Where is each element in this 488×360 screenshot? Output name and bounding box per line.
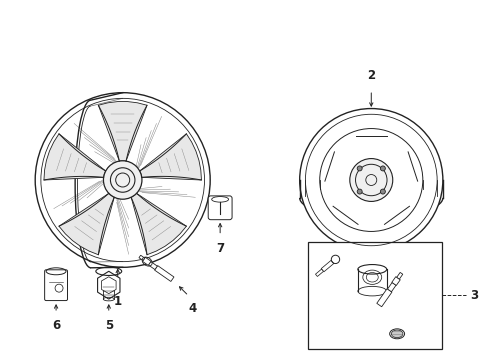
- Bar: [307, 242, 441, 349]
- Circle shape: [356, 166, 362, 171]
- Polygon shape: [315, 269, 323, 276]
- Polygon shape: [59, 193, 114, 255]
- Text: 1: 1: [113, 295, 122, 309]
- Text: 5: 5: [104, 319, 113, 332]
- Polygon shape: [131, 193, 186, 255]
- Text: 6: 6: [52, 319, 60, 332]
- Text: 3: 3: [469, 289, 477, 302]
- Polygon shape: [376, 289, 391, 307]
- Polygon shape: [142, 257, 151, 265]
- Circle shape: [349, 158, 392, 202]
- Text: 4: 4: [188, 302, 196, 315]
- Polygon shape: [387, 283, 395, 292]
- Circle shape: [299, 109, 442, 251]
- Polygon shape: [396, 273, 402, 279]
- Polygon shape: [148, 262, 157, 270]
- Circle shape: [380, 189, 385, 194]
- Circle shape: [103, 161, 142, 199]
- Circle shape: [380, 166, 385, 171]
- Polygon shape: [140, 134, 201, 180]
- Text: 2: 2: [366, 69, 375, 82]
- Polygon shape: [98, 271, 120, 299]
- Text: 7: 7: [216, 242, 224, 255]
- FancyBboxPatch shape: [208, 196, 232, 220]
- Polygon shape: [98, 102, 147, 161]
- Polygon shape: [101, 277, 116, 294]
- Polygon shape: [391, 276, 400, 285]
- Polygon shape: [154, 266, 174, 282]
- Circle shape: [356, 189, 362, 194]
- Polygon shape: [321, 260, 333, 272]
- Polygon shape: [139, 255, 144, 261]
- Polygon shape: [44, 134, 105, 180]
- FancyBboxPatch shape: [44, 270, 67, 301]
